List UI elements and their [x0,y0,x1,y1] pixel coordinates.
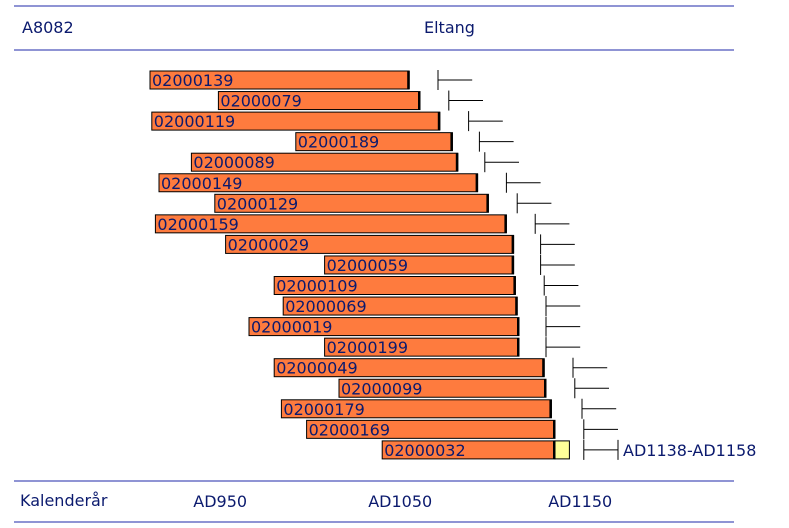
bark-edge-marker [450,132,453,151]
sample-row: 02000089 [190,152,519,173]
sample-label: 02000159 [157,215,238,234]
bark-edge-marker [553,420,556,439]
sample-label: 02000069 [285,297,366,316]
bark-edge-marker [544,379,547,398]
sample-label: 02000149 [161,174,242,193]
sample-label: 02000089 [193,153,274,172]
bark-edge-marker [504,214,507,233]
sample-row: 02000179 [280,398,617,419]
sample-row: 02000109 [273,275,579,296]
bark-edge-marker [475,173,479,192]
felling-date-annotation: AD1138-AD1158 [623,441,756,460]
sample-row: 02000079 [217,90,483,111]
sample-row: 02000189 [295,131,514,152]
bark-edge-marker [517,317,520,336]
bark-edge-marker [513,276,516,295]
sample-row: 02000119 [151,111,503,132]
sample-row: 02000069 [282,296,581,317]
bark-edge-marker [517,338,520,357]
x-tick-label: AD950 [193,492,247,511]
bark-edge-marker [455,153,459,172]
bark-edge-marker [486,194,489,213]
sample-row: 02000059 [324,254,575,275]
sample-row: 02000149 [158,172,541,193]
sample-row: AD1138-AD1158 02000032 [381,439,756,460]
sample-row: 02000129 [214,193,552,214]
sample-row: 02000019 [248,316,581,337]
sample-label: 02000059 [327,256,408,275]
sample-row: 02000169 [306,419,618,440]
sample-label: 02000119 [154,112,235,131]
sample-label: 02000139 [152,71,233,90]
sample-row: 02000159 [154,213,570,234]
sample-label: 02000109 [276,277,357,296]
bark-edge-marker [418,91,421,110]
sample-label: 02000099 [341,379,422,398]
bark-edge-marker [553,440,556,459]
bark-edge-marker [511,235,515,254]
bark-edge-marker [511,255,515,274]
sample-row: 02000099 [338,378,609,399]
sample-label: 02000029 [228,235,309,254]
sample-row: 02000029 [225,234,575,255]
sample-label: 02000079 [220,92,301,111]
sample-row: 02000049 [273,357,608,378]
sapwood-estimate-bar [554,440,570,460]
sample-label: 02000032 [384,441,465,460]
sample-row: 02000139 [149,70,473,90]
sample-label: 02000179 [283,400,364,419]
site-code: A8082 [22,18,74,37]
bark-edge-marker [437,112,441,131]
x-tick-label: AD1150 [548,492,612,511]
bark-edge-marker [542,358,545,377]
sample-label: 02000199 [327,338,408,357]
sample-label: 02000169 [309,420,390,439]
x-axis-ticks: AD950 AD1050 AD1150 [193,492,612,511]
x-axis-label: Kalenderår [20,491,108,510]
bark-edge-marker [515,297,518,316]
bark-edge-marker [407,71,410,89]
bark-edge-marker [549,399,552,418]
sample-label: 02000129 [217,194,298,213]
site-name: Eltang [424,18,475,37]
x-tick-label: AD1050 [368,492,432,511]
sample-label: 02000019 [251,318,332,337]
sample-label: 02000049 [276,359,357,378]
sample-row: 02000199 [324,337,581,358]
sample-label: 02000189 [298,133,379,152]
